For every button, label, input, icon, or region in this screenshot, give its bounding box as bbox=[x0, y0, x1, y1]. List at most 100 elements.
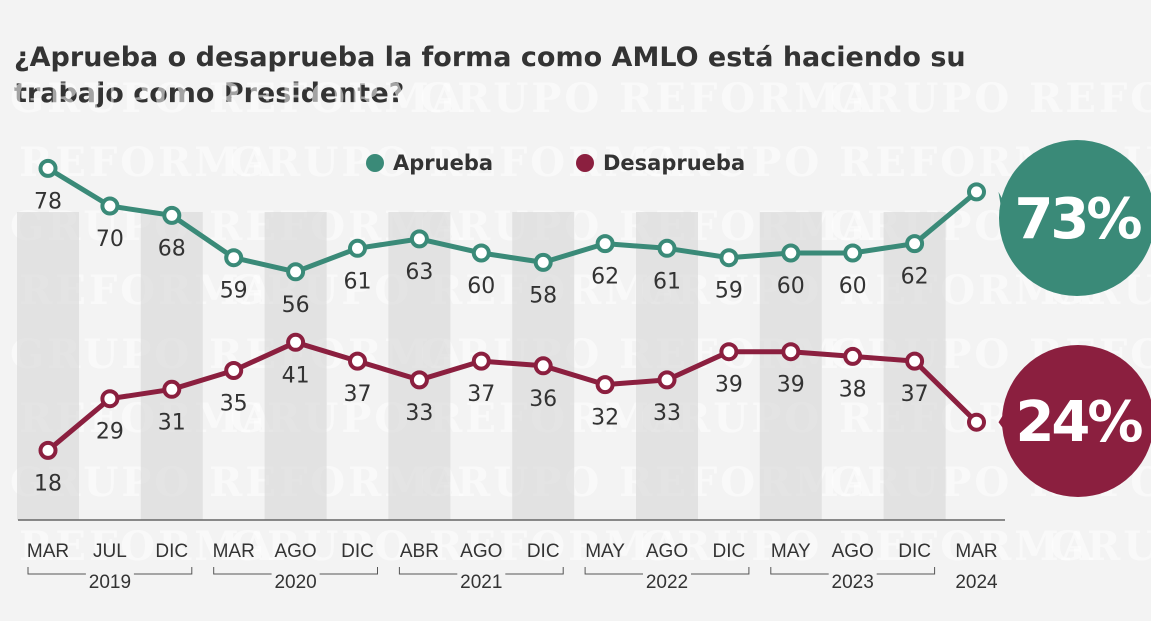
desaprueba-final-value: 24% bbox=[1015, 390, 1142, 455]
aprueba-point bbox=[657, 238, 677, 258]
aprueba-point bbox=[471, 243, 491, 263]
desaprueba-data-label: 31 bbox=[158, 410, 186, 435]
aprueba-point bbox=[38, 158, 58, 178]
aprueba-point bbox=[348, 238, 367, 258]
aprueba-point bbox=[100, 196, 120, 216]
x-tick-label: JUL bbox=[93, 541, 127, 562]
aprueba-point bbox=[595, 234, 615, 254]
desaprueba-data-label: 29 bbox=[96, 420, 124, 445]
desaprueba-data-label: 36 bbox=[529, 387, 557, 412]
desaprueba-line bbox=[45, 339, 979, 453]
desaprueba-data-label: 39 bbox=[777, 373, 805, 398]
x-tick-label: DIC bbox=[341, 541, 374, 562]
aprueba-point bbox=[843, 243, 863, 263]
desaprueba-point bbox=[781, 342, 801, 362]
desaprueba-data-label: 18 bbox=[34, 471, 62, 496]
watermark-text: GRUPO REFORMA bbox=[1050, 523, 1151, 570]
aprueba-data-label: 60 bbox=[839, 274, 867, 299]
watermark-text: GRUPO REFORMA bbox=[640, 267, 1096, 314]
year-bracket-right bbox=[133, 567, 193, 575]
desaprueba-point bbox=[657, 370, 677, 390]
aprueba-data-label: 60 bbox=[467, 274, 495, 299]
desaprueba-point bbox=[533, 356, 553, 376]
aprueba-final-value: 73% bbox=[1014, 187, 1141, 252]
aprueba-data-label: 58 bbox=[529, 283, 557, 308]
aprueba-data-label: 59 bbox=[220, 279, 248, 304]
watermark-text: GRUPO REFORMA bbox=[230, 139, 686, 186]
x-tick-label: AGO bbox=[646, 541, 688, 562]
column-band bbox=[388, 212, 451, 520]
aprueba-badge bbox=[999, 140, 1151, 296]
aprueba-point bbox=[409, 229, 429, 249]
legend-label: Aprueba bbox=[393, 151, 493, 175]
year-bracket-left bbox=[27, 567, 86, 575]
x-tick-label: DIC bbox=[527, 541, 560, 562]
x-tick-label: MAR bbox=[955, 541, 997, 562]
desaprueba-data-label: 33 bbox=[405, 401, 433, 426]
x-tick-label: MAR bbox=[27, 541, 69, 562]
desaprueba-data-label: 41 bbox=[282, 363, 310, 388]
desaprueba-point bbox=[224, 361, 244, 380]
legend-marker bbox=[366, 154, 384, 172]
desaprueba-point bbox=[100, 389, 120, 409]
watermark-text: GRUPO REFORMA bbox=[10, 459, 466, 506]
aprueba-point bbox=[781, 243, 801, 263]
desaprueba-point bbox=[595, 375, 615, 395]
year-bracket-right bbox=[505, 567, 564, 575]
aprueba-data-label: 56 bbox=[282, 293, 310, 318]
watermark-text: GRUPO REFORMA bbox=[230, 523, 686, 570]
column-band bbox=[759, 212, 822, 520]
desaprueba-data-label: 37 bbox=[467, 382, 495, 407]
aprueba-point bbox=[967, 182, 986, 202]
x-tick-label: MAR bbox=[213, 541, 255, 562]
x-tick-label: AGO bbox=[832, 541, 874, 562]
x-tick-label: DIC bbox=[713, 541, 746, 562]
desaprueba-point bbox=[286, 332, 306, 352]
legend-label: Desaprueba bbox=[603, 151, 745, 175]
column-band bbox=[636, 212, 698, 520]
desaprueba-data-label: 38 bbox=[839, 377, 867, 402]
watermark-text: GRUPO REFORMA bbox=[0, 523, 276, 570]
year-label: 2021 bbox=[460, 572, 502, 593]
watermark-text: GRUPO REFORMA bbox=[830, 75, 1151, 122]
year-bracket-right bbox=[876, 567, 936, 575]
aprueba-data-label: 60 bbox=[777, 274, 805, 299]
year-bracket-left bbox=[213, 567, 272, 575]
desaprueba-data-label: 39 bbox=[715, 373, 743, 398]
x-tick-label: ABR bbox=[400, 541, 439, 562]
aprueba-point bbox=[224, 248, 244, 268]
desaprueba-data-label: 32 bbox=[591, 406, 619, 431]
desaprueba-data-label: 37 bbox=[344, 382, 372, 407]
aprueba-data-label: 61 bbox=[344, 269, 372, 294]
desaprueba-data-label: 33 bbox=[653, 401, 681, 426]
x-tick-label: DIC bbox=[155, 541, 188, 562]
year-label: 2019 bbox=[89, 572, 131, 593]
aprueba-point bbox=[286, 262, 306, 282]
x-tick-label: MAY bbox=[771, 541, 811, 562]
column-band bbox=[140, 212, 203, 520]
year-bracket-right bbox=[319, 567, 378, 575]
x-tick-label: AGO bbox=[460, 541, 502, 562]
aprueba-point bbox=[905, 234, 925, 254]
desaprueba-data-label: 35 bbox=[220, 392, 248, 417]
year-label: 2020 bbox=[274, 572, 316, 593]
desaprueba-badge bbox=[1002, 345, 1151, 497]
aprueba-data-label: 62 bbox=[591, 265, 619, 290]
year-bracket-right bbox=[691, 567, 750, 575]
year-bracket-left bbox=[584, 567, 643, 575]
year-label: 2022 bbox=[646, 572, 688, 593]
aprueba-point bbox=[162, 205, 182, 225]
year-bracket-left bbox=[398, 567, 458, 575]
aprueba-line bbox=[45, 165, 979, 275]
x-tick-label: MAY bbox=[585, 541, 625, 562]
aprueba-data-label: 59 bbox=[715, 279, 743, 304]
desaprueba-point bbox=[471, 351, 491, 371]
legend-marker bbox=[576, 154, 594, 172]
desaprueba-data-label: 37 bbox=[901, 382, 929, 407]
chart-title: ¿Aprueba o desaprueba la forma como AMLO… bbox=[14, 42, 966, 109]
year-label: 2023 bbox=[832, 572, 874, 593]
watermark-text: GRUPO REFORMA bbox=[640, 523, 1096, 570]
aprueba-data-label: 63 bbox=[405, 260, 433, 285]
